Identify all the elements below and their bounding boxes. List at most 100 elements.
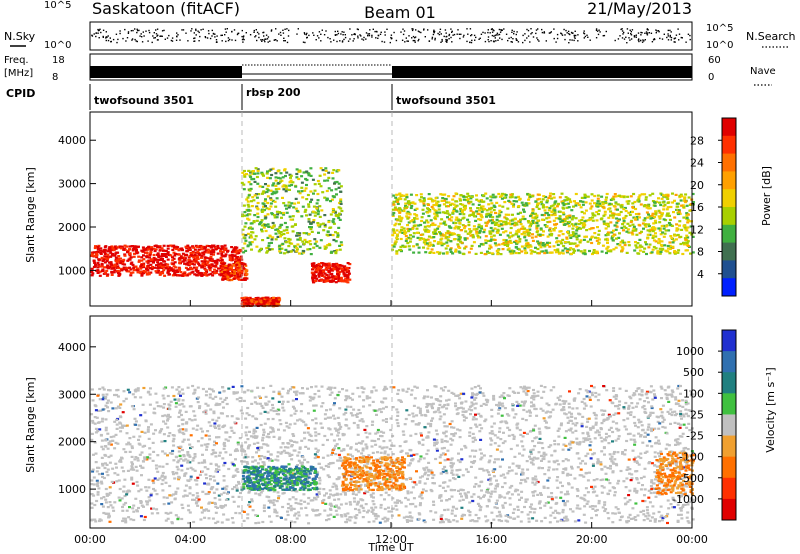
nsky-point bbox=[93, 33, 95, 35]
echo-cell bbox=[366, 462, 370, 465]
echo-cell bbox=[164, 255, 168, 258]
echo-cell bbox=[550, 211, 554, 214]
echo-cell bbox=[651, 192, 655, 195]
echo-cell bbox=[261, 239, 265, 242]
echo-cell bbox=[442, 252, 445, 255]
echo-cell bbox=[407, 221, 411, 224]
echo-cell bbox=[255, 175, 259, 179]
echo-cell bbox=[498, 494, 502, 497]
echo-cell bbox=[256, 296, 260, 299]
echo-cell bbox=[186, 268, 190, 271]
echo-cell bbox=[411, 235, 415, 238]
echo-cell bbox=[203, 265, 207, 268]
nsky-point bbox=[127, 32, 130, 34]
echo-cell bbox=[206, 248, 210, 251]
echo-cell bbox=[627, 244, 631, 247]
echo-cell bbox=[323, 272, 327, 275]
echo-cell bbox=[531, 233, 534, 236]
echo-cell bbox=[423, 221, 426, 224]
colorbar-swatch bbox=[722, 135, 736, 155]
echo-cell bbox=[316, 208, 320, 211]
echo-cell bbox=[313, 427, 317, 430]
echo-cell bbox=[337, 274, 340, 277]
echo-cell bbox=[182, 272, 186, 275]
echo-cell bbox=[657, 197, 660, 200]
echo-cell bbox=[92, 494, 96, 497]
echo-cell bbox=[552, 229, 556, 232]
echo-cell bbox=[673, 199, 676, 202]
echo-cell bbox=[691, 192, 695, 196]
echo-cell bbox=[415, 217, 419, 220]
echo-cell bbox=[394, 196, 398, 199]
echo-cell bbox=[297, 511, 301, 514]
echo-cell bbox=[184, 253, 188, 257]
echo-cell bbox=[591, 487, 595, 490]
echo-cell bbox=[250, 178, 254, 181]
echo-cell bbox=[495, 201, 499, 204]
echo-cell bbox=[593, 194, 597, 198]
echo-cell bbox=[332, 266, 336, 269]
echo-cell bbox=[583, 235, 587, 238]
echo-cell bbox=[641, 222, 645, 225]
echo-cell bbox=[139, 266, 143, 269]
echo-cell bbox=[589, 405, 593, 408]
echo-cell bbox=[570, 234, 574, 237]
echo-cell bbox=[575, 238, 579, 241]
echo-cell bbox=[402, 209, 406, 213]
echo-cell bbox=[553, 211, 557, 214]
echo-cell bbox=[158, 258, 162, 262]
echo-cell bbox=[481, 243, 485, 246]
echo-cell bbox=[438, 403, 442, 406]
echo-cell bbox=[334, 281, 338, 284]
echo-cell bbox=[290, 183, 294, 187]
echo-cell bbox=[457, 239, 461, 242]
echo-cell bbox=[550, 197, 554, 200]
echo-cell bbox=[274, 238, 278, 241]
echo-cell bbox=[445, 236, 449, 239]
echo-cell bbox=[663, 244, 667, 247]
echo-cell bbox=[307, 203, 311, 206]
echo-cell bbox=[426, 211, 430, 214]
echo-cell bbox=[265, 207, 269, 210]
echo-cell bbox=[223, 486, 227, 489]
nsky-point bbox=[325, 30, 327, 32]
echo-cell bbox=[236, 249, 240, 252]
nsky-point bbox=[565, 29, 567, 32]
echo-cell bbox=[96, 245, 100, 248]
echo-cell bbox=[91, 399, 95, 402]
echo-cell bbox=[614, 202, 618, 205]
echo-cell bbox=[337, 423, 341, 426]
echo-cell bbox=[398, 223, 401, 226]
echo-cell bbox=[537, 207, 541, 210]
echo-cell bbox=[619, 204, 623, 207]
nsky-point bbox=[470, 41, 473, 44]
echo-cell bbox=[256, 201, 260, 205]
echo-cell bbox=[648, 243, 652, 246]
echo-cell bbox=[486, 239, 490, 242]
echo-cell bbox=[323, 247, 327, 250]
nsky-point bbox=[587, 36, 589, 38]
echo-cell bbox=[338, 244, 342, 247]
echo-cell bbox=[657, 209, 661, 212]
echo-cell bbox=[210, 264, 214, 267]
echo-cell bbox=[548, 241, 552, 244]
echo-cell bbox=[327, 176, 331, 179]
nsky-point bbox=[242, 38, 244, 40]
nsky-point bbox=[570, 31, 573, 34]
echo-cell bbox=[266, 213, 270, 216]
echo-cell bbox=[241, 171, 245, 174]
nsky-point bbox=[491, 28, 493, 30]
echo-cell bbox=[536, 233, 540, 236]
nsky-point bbox=[625, 36, 627, 38]
echo-cell bbox=[574, 204, 578, 207]
nsky-point bbox=[406, 40, 408, 42]
echo-cell bbox=[142, 258, 146, 261]
echo-cell bbox=[351, 392, 355, 395]
echo-cell bbox=[306, 172, 310, 175]
echo-cell bbox=[477, 199, 481, 202]
echo-cell bbox=[691, 203, 695, 206]
echo-cell bbox=[137, 259, 141, 262]
nsky-point bbox=[569, 33, 571, 36]
echo-cell bbox=[621, 223, 625, 226]
echo-cell bbox=[650, 462, 654, 465]
